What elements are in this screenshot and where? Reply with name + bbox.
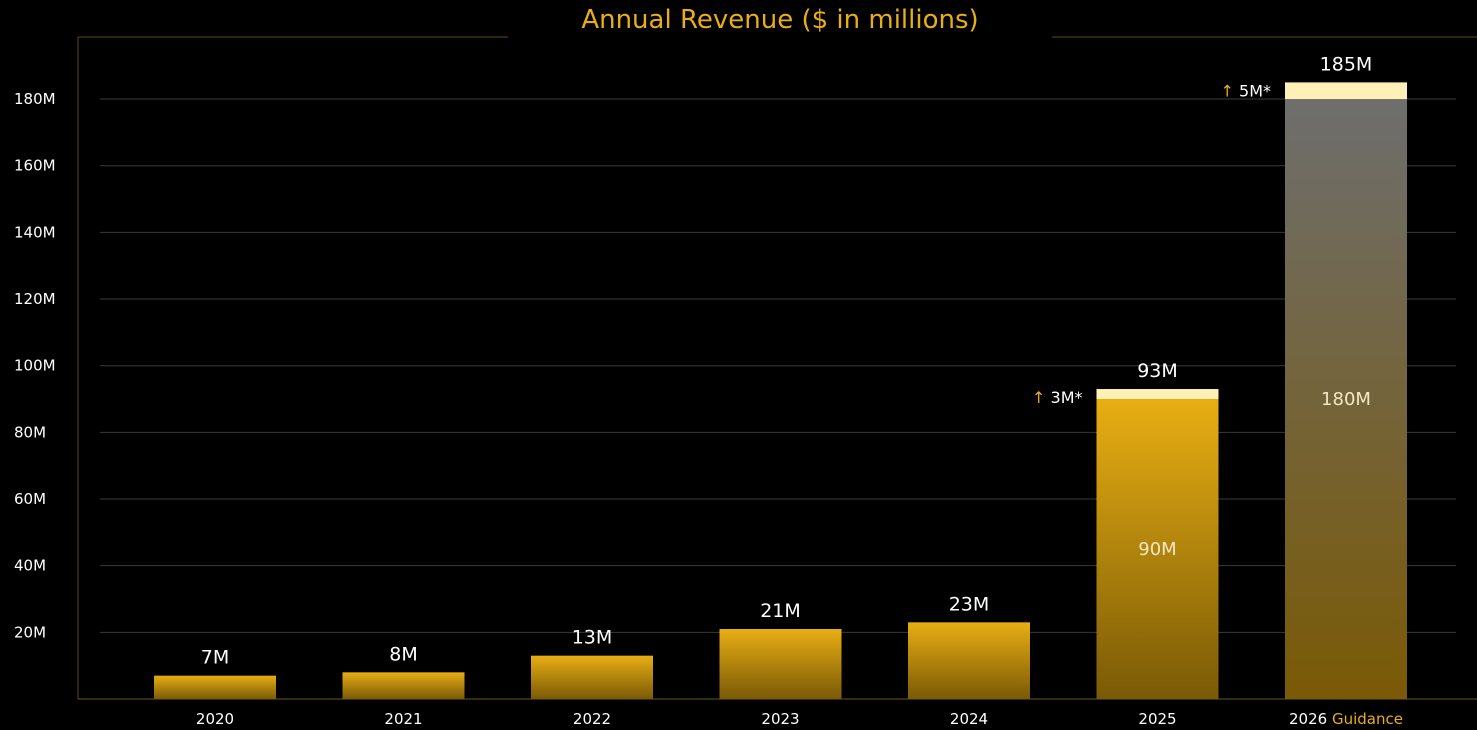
- y-tick-label: 100M: [14, 357, 56, 375]
- total-label-2022: 13M: [572, 627, 613, 649]
- y-tick-label: 160M: [14, 157, 56, 175]
- y-tick-label: 180M: [14, 90, 56, 108]
- total-label-2024: 23M: [949, 593, 990, 615]
- delta-label-2026: ↑ 5M*: [1221, 81, 1271, 100]
- x-tick-label-2025: 2025: [1138, 710, 1176, 728]
- delta-label-2025: ↑ 3M*: [1032, 388, 1082, 407]
- chart-title: Annual Revenue ($ in millions): [581, 5, 978, 35]
- inner-label-2026: 180M: [1321, 389, 1371, 410]
- x-tick-year: 2021: [384, 710, 422, 728]
- total-label-2020: 7M: [201, 647, 229, 669]
- total-label-2023: 21M: [760, 600, 801, 622]
- x-tick-year: 2022: [573, 710, 611, 728]
- bar-2025: [1096, 399, 1219, 699]
- y-tick-label: 120M: [14, 290, 56, 308]
- x-tick-label-2021: 2021: [384, 710, 422, 728]
- bar-2024: [908, 622, 1030, 699]
- x-tick-year: 2020: [196, 710, 234, 728]
- x-tick-label-2026: 2026 Guidance: [1289, 710, 1403, 728]
- y-axis-tick-labels: 20M 40M 60M 80M 100M 120M 140M 160M 180M: [14, 90, 56, 641]
- x-tick-label-2023: 2023: [761, 710, 799, 728]
- x-tick-label-2024: 2024: [950, 710, 988, 728]
- x-tick-year: 2023: [761, 710, 799, 728]
- y-tick-label: 40M: [14, 557, 46, 575]
- x-tick-label-2020: 2020: [196, 710, 234, 728]
- y-tick-label: 20M: [14, 623, 46, 641]
- total-label-2025: 93M: [1137, 360, 1178, 382]
- x-axis-tick-labels: 2020 2021 2022 2023 2024 2025 2026 Guidance: [196, 710, 1403, 728]
- x-tick-year: 2024: [950, 710, 988, 728]
- y-tick-label: 80M: [14, 423, 46, 441]
- gridlines: [100, 98, 1456, 633]
- bar-2023: [719, 629, 842, 699]
- y-tick-label: 60M: [14, 490, 46, 508]
- x-tick-label-2022: 2022: [573, 710, 611, 728]
- bars: [154, 82, 1407, 699]
- x-tick-year: 2025: [1138, 710, 1176, 728]
- bar-2021: [342, 672, 465, 699]
- bar-2020: [154, 675, 276, 699]
- bar-increment-2026: [1285, 82, 1407, 100]
- up-arrow-icon: ↑: [1221, 81, 1240, 100]
- bar-2022: [531, 655, 653, 699]
- bar-labels: 7M 8M 13M 21M 23M ↑ 3M* 93M 90M ↑ 5M* 185M 180M: [201, 53, 1373, 668]
- inner-label-2025: 90M: [1138, 539, 1176, 560]
- x-tick-year: 2026: [1289, 710, 1327, 728]
- y-tick-label: 140M: [14, 223, 56, 241]
- total-label-2026: 185M: [1320, 53, 1373, 75]
- up-arrow-icon: ↑: [1032, 388, 1051, 407]
- delta-value: 5M*: [1239, 81, 1271, 100]
- total-label-2021: 8M: [389, 643, 417, 665]
- delta-value: 3M*: [1051, 388, 1083, 407]
- x-tick-suffix: Guidance: [1327, 710, 1403, 728]
- bar-2026: [1285, 99, 1407, 699]
- bar-increment-2025: [1096, 389, 1219, 400]
